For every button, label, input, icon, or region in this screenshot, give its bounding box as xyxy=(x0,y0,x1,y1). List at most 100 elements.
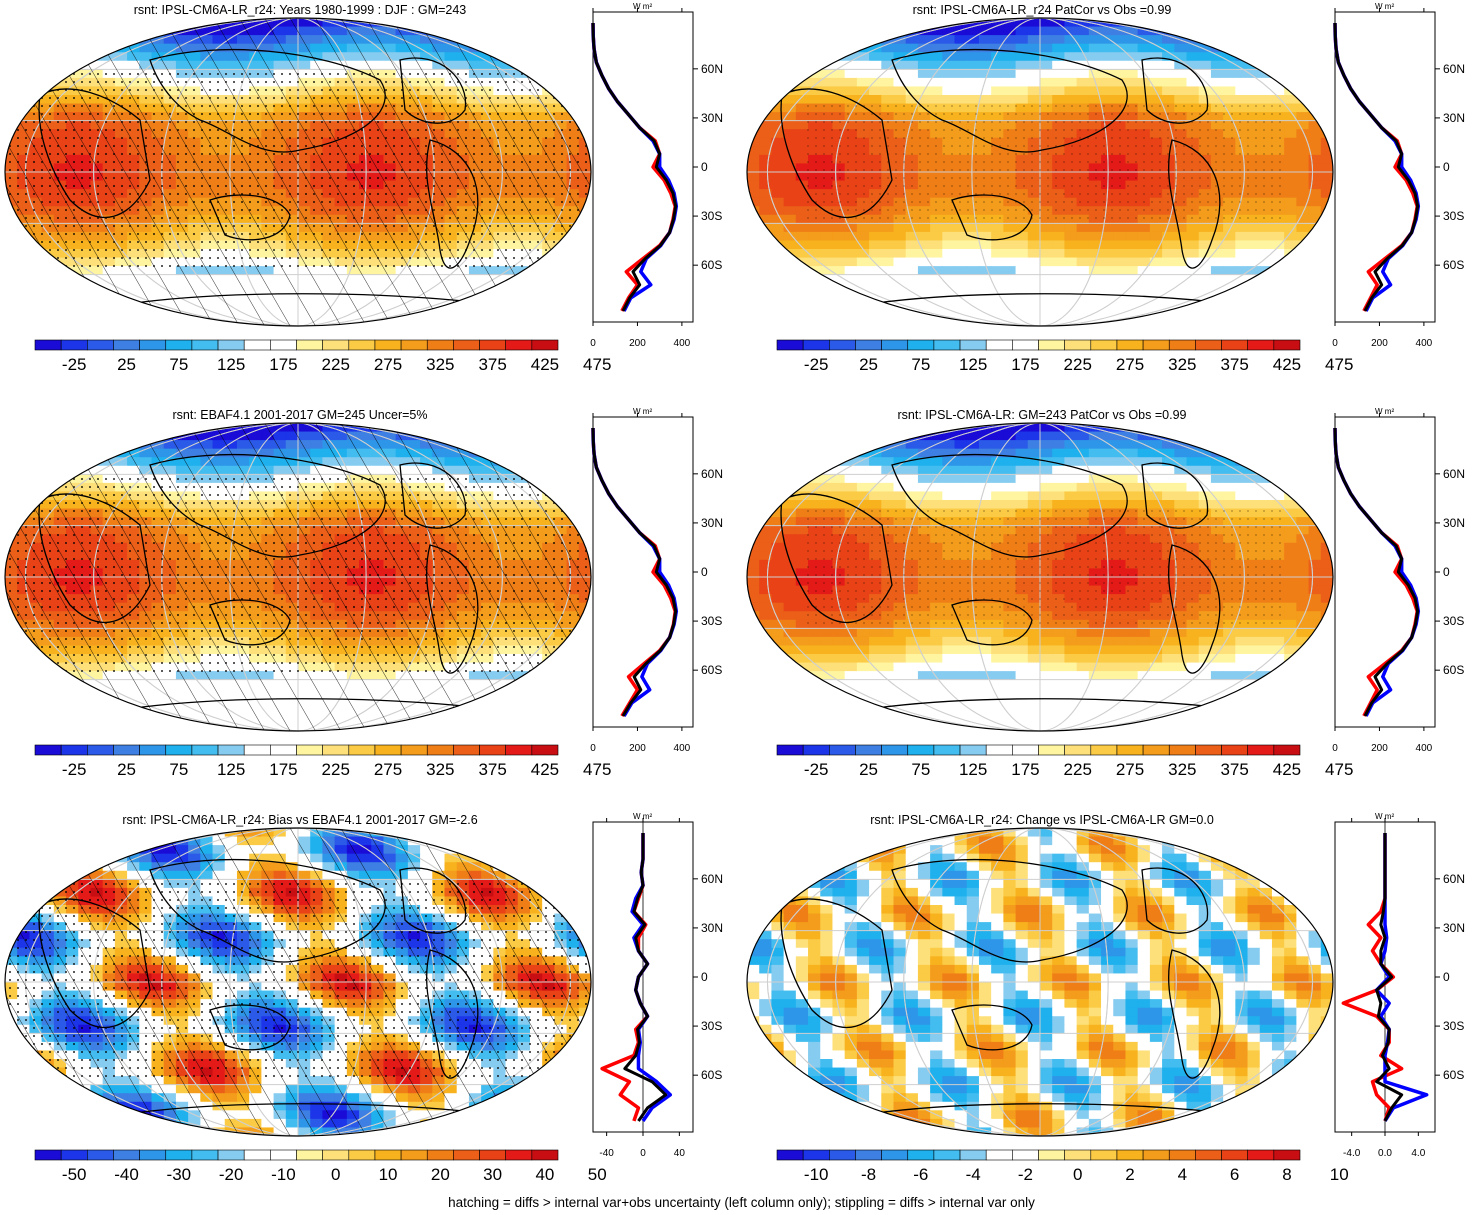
colorbar-swatch xyxy=(374,744,402,756)
colorbar-swatch xyxy=(1038,744,1065,756)
colorbar-tick-label: -6 xyxy=(913,1165,928,1184)
colorbar-swatch xyxy=(933,339,961,351)
colorbar-swatch xyxy=(479,1149,506,1161)
colorbar-tick-label: -4 xyxy=(966,1165,981,1184)
colorbar-swatch xyxy=(1116,339,1144,351)
colorbar-tick-label: 25 xyxy=(859,355,878,374)
colorbar-swatch xyxy=(505,339,533,351)
colorbar-tick-label: 475 xyxy=(583,355,611,374)
colorbar-tick-label: 2 xyxy=(1125,1165,1134,1184)
colorbar-swatch xyxy=(855,339,882,351)
colorbar-tick-label: 25 xyxy=(117,355,136,374)
colorbar-swatch xyxy=(60,339,88,351)
colorbar-tick-label: 4 xyxy=(1178,1165,1187,1184)
colorbar-tick-label: 375 xyxy=(1220,760,1248,779)
colorbar-tick-label: -20 xyxy=(219,1165,244,1184)
colorbar-swatch xyxy=(400,744,428,756)
colorbar-swatch xyxy=(802,1149,830,1161)
panel-6: rsnt: IPSL-CM6A-LR_r24: Change vs IPSL-C… xyxy=(742,810,1483,1215)
profile-xtick-label: 400 xyxy=(674,743,691,754)
profile-xtick-label: 0 xyxy=(590,743,596,754)
profile-ytick-label: 30S xyxy=(1443,1019,1464,1033)
colorbar-swatch xyxy=(322,744,350,756)
colorbar-swatch xyxy=(165,339,193,351)
colorbar-tick-label: 125 xyxy=(217,760,245,779)
colorbar-swatch xyxy=(505,1149,533,1161)
colorbar-swatch xyxy=(139,339,167,351)
colorbar-swatch xyxy=(191,339,219,351)
colorbar-tick-label: 425 xyxy=(531,760,559,779)
colorbar-swatch xyxy=(87,339,114,351)
profile-series-line xyxy=(591,22,678,312)
colorbar-swatch xyxy=(60,1149,88,1161)
colorbar-swatch xyxy=(270,744,297,756)
colorbar-swatch xyxy=(400,339,428,351)
colorbar-swatch xyxy=(348,744,376,756)
footer-caption: hatching = diffs > internal var+obs unce… xyxy=(448,1195,1035,1210)
colorbar-swatch xyxy=(1116,1149,1144,1161)
colorbar-tick-label: 125 xyxy=(217,355,245,374)
profile-unit: W m² xyxy=(1375,407,1394,416)
zonal-profile: W m² -40 0 40 60N 30N 0 30S 60S xyxy=(592,812,723,1159)
colorbar-swatch xyxy=(34,1149,62,1161)
map-field xyxy=(5,18,591,326)
colorbar-swatch xyxy=(217,1149,245,1161)
profile-ytick-label: 30S xyxy=(1443,614,1464,628)
colorbar-swatch xyxy=(34,744,62,756)
colorbar-swatch xyxy=(985,744,1013,756)
colorbar-swatch xyxy=(113,1149,140,1161)
colorbar-tick-label: 25 xyxy=(117,760,136,779)
colorbar-tick-label: 225 xyxy=(1064,355,1092,374)
profile-ytick-label: 0 xyxy=(1443,970,1450,984)
colorbar-tick-label: 10 xyxy=(1330,1165,1349,1184)
colorbar-tick-label: 425 xyxy=(1273,760,1301,779)
colorbar-swatch xyxy=(531,744,559,756)
colorbar-swatch xyxy=(1221,1149,1248,1161)
colorbar: -25 25 75 125 175 225 275 325 375 425 475 xyxy=(34,744,611,779)
profile-ytick-label: 60S xyxy=(701,258,722,272)
map-field xyxy=(5,828,591,1136)
colorbar-swatch xyxy=(322,339,350,351)
colorbar-tick-label: 125 xyxy=(959,760,987,779)
colorbar-tick-label: -30 xyxy=(167,1165,192,1184)
colorbar-swatch xyxy=(531,1149,559,1161)
colorbar-tick-label: 0 xyxy=(1073,1165,1082,1184)
profile-unit: W m² xyxy=(1375,2,1394,11)
profile-xtick-label: 40 xyxy=(674,1148,686,1159)
colorbar-swatch xyxy=(881,339,909,351)
colorbar-tick-label: 6 xyxy=(1230,1165,1239,1184)
profile-xtick-label: 200 xyxy=(629,338,646,349)
colorbar-swatch xyxy=(907,744,935,756)
colorbar-swatch xyxy=(933,1149,961,1161)
colorbar-swatch xyxy=(426,339,454,351)
profile-xtick-label: 0 xyxy=(1332,743,1338,754)
profile-xtick-label: 0 xyxy=(590,338,596,349)
colorbar-swatch xyxy=(1247,744,1275,756)
profile-series-line xyxy=(591,427,678,717)
colorbar-tick-label: 0 xyxy=(331,1165,340,1184)
colorbar-swatch xyxy=(985,339,1013,351)
profile-ytick-label: 30N xyxy=(701,111,723,125)
profile-ytick-label: 30S xyxy=(1443,209,1464,223)
colorbar-tick-label: 375 xyxy=(478,355,506,374)
colorbar-swatch xyxy=(296,1149,323,1161)
colorbar-tick-label: 225 xyxy=(1064,760,1092,779)
colorbar-swatch xyxy=(426,1149,454,1161)
colorbar-swatch xyxy=(1038,339,1065,351)
profile-ytick-label: 0 xyxy=(1443,160,1450,174)
colorbar-swatch xyxy=(855,1149,882,1161)
colorbar: -50 -40 -30 -20 -10 0 10 20 30 40 50 xyxy=(34,1149,607,1184)
colorbar-tick-label: -50 xyxy=(62,1165,87,1184)
map-title: rsnt: IPSL-CM6A-LR_r24: Bias vs EBAF4.1 … xyxy=(122,813,478,827)
colorbar-swatch xyxy=(191,744,219,756)
profile-ytick-label: 30N xyxy=(701,921,723,935)
colorbar: -10 -8 -6 -4 -2 0 2 4 6 8 10 xyxy=(776,1149,1349,1184)
profile-ytick-label: 60S xyxy=(1443,1068,1464,1082)
colorbar: -25 25 75 125 175 225 275 325 375 425 475 xyxy=(776,339,1353,374)
colorbar-tick-label: 8 xyxy=(1282,1165,1291,1184)
colorbar-tick-label: -40 xyxy=(114,1165,139,1184)
colorbar-tick-label: 75 xyxy=(911,760,930,779)
colorbar-swatch xyxy=(829,1149,856,1161)
colorbar-tick-label: 425 xyxy=(1273,355,1301,374)
profile-ytick-label: 60N xyxy=(701,872,723,886)
